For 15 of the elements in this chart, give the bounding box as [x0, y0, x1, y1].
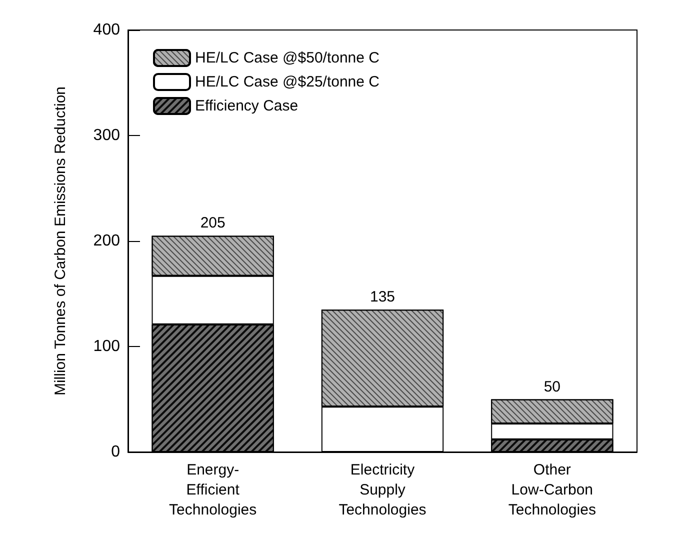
total-label: 205: [200, 214, 226, 232]
y-tick-label: 300: [93, 127, 120, 144]
y-axis-title: Million Tonnes of Carbon Emissions Reduction: [52, 86, 69, 396]
total-label: 135: [370, 288, 396, 306]
legend-label: HE/LC Case @$25/tonne C: [195, 74, 380, 90]
legend-label: HE/LC Case @$50/tonne C: [195, 50, 380, 66]
y-tick-label: 0: [111, 444, 120, 460]
x-tick-label: Other Low-Carbon Technologies: [508, 462, 596, 518]
y-tick-label: 100: [93, 338, 120, 355]
x-tick-label: Energy- Efficient Technologies: [169, 462, 257, 518]
total-label: 50: [544, 378, 561, 396]
legend-label: Efficiency Case: [195, 98, 298, 114]
y-tick-label: 200: [93, 232, 120, 250]
x-tick-label: Electricity Supply Technologies: [338, 462, 426, 518]
y-tick-label: 400: [93, 22, 120, 38]
